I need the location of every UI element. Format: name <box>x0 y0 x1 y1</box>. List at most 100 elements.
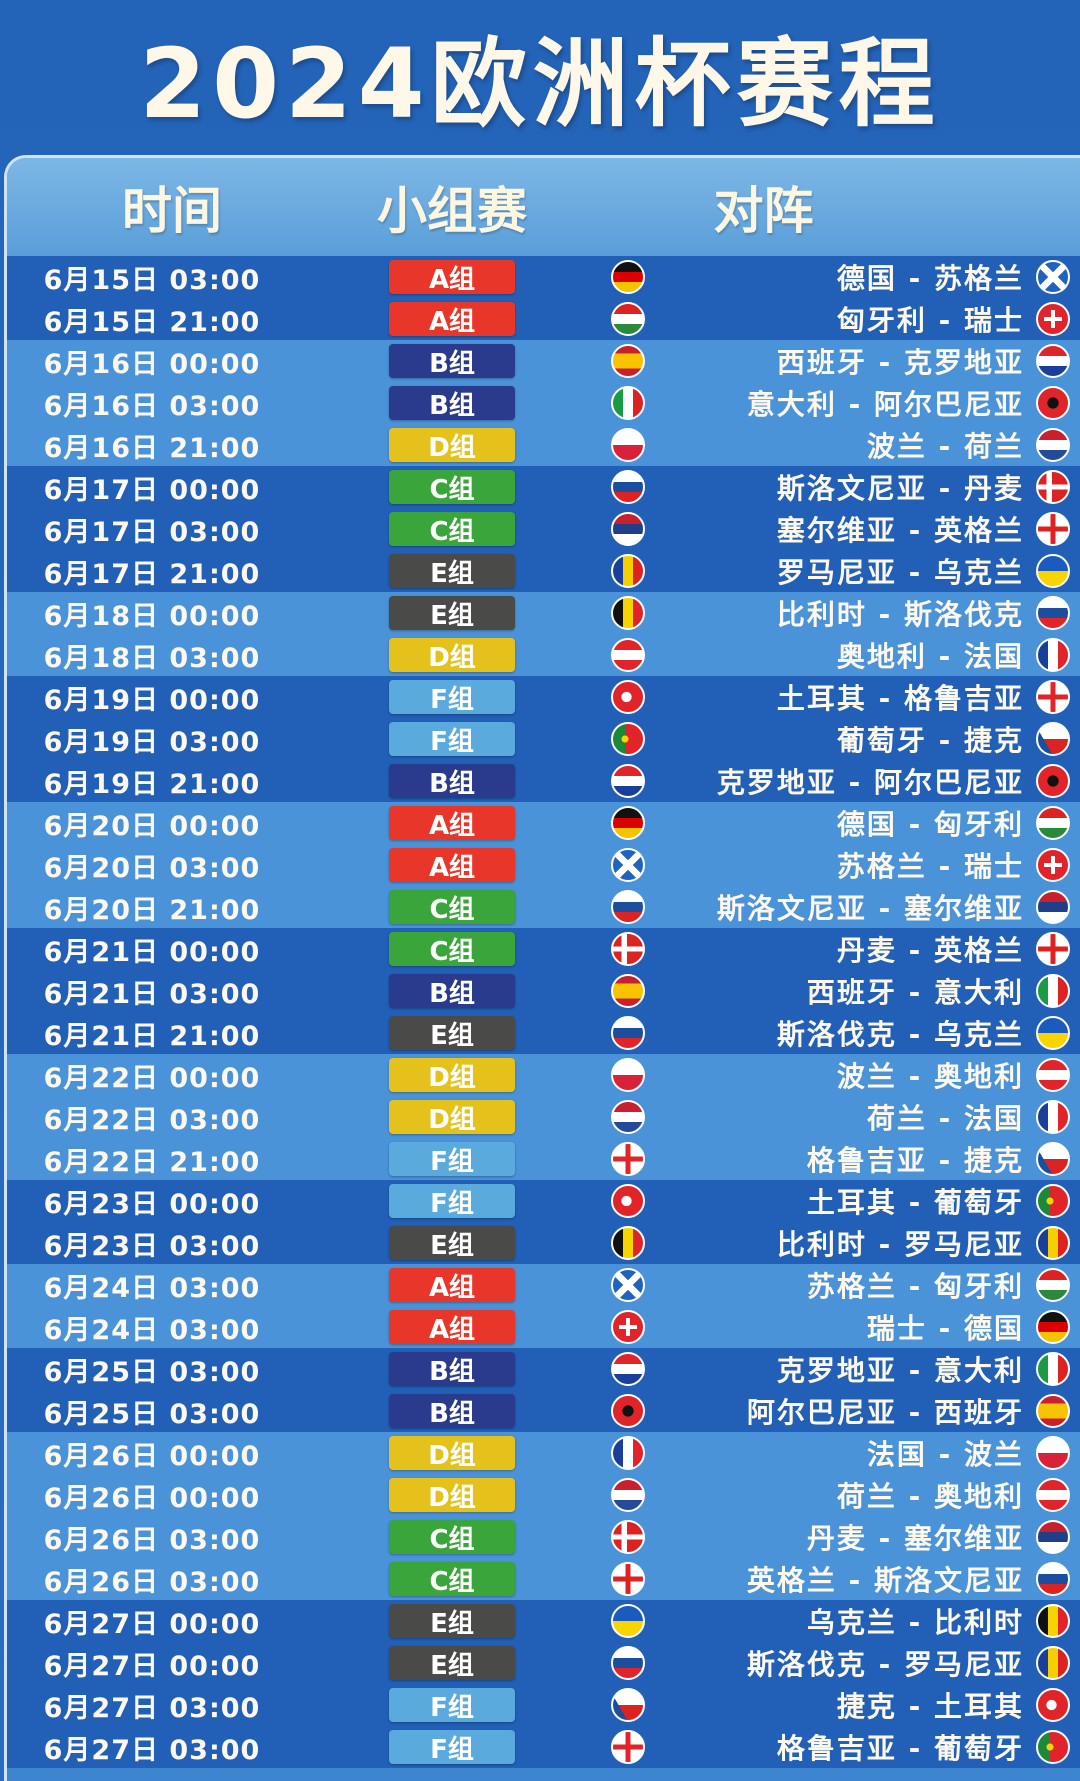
match-row: 6月16日 21:00 D组 波兰 - 荷兰 <box>7 424 1080 466</box>
match-time: 6月16日 21:00 <box>43 432 261 464</box>
match-row: 6月16日 00:00 B组 西班牙 - 克罗地亚 <box>7 340 1080 382</box>
match-teams: 土耳其 - 格鲁吉亚 <box>776 682 1024 715</box>
match-time: 6月20日 03:00 <box>43 852 261 884</box>
away-team: 瑞士 <box>963 304 1024 337</box>
match-time: 6月20日 00:00 <box>43 810 261 842</box>
group-badge: B组 <box>389 1352 515 1387</box>
romania-flag-icon <box>611 554 645 588</box>
group-badge: F组 <box>389 680 515 715</box>
albania-flag-icon <box>611 1394 645 1428</box>
header-time: 时间 <box>122 182 222 240</box>
hungary-flag-icon <box>611 302 645 336</box>
turkey-flag-icon <box>611 680 645 714</box>
group-badge: A组 <box>389 848 515 883</box>
match-teams: 土耳其 - 葡萄牙 <box>806 1186 1024 1219</box>
match-row: 6月26日 00:00 D组 法国 - 波兰 <box>7 1432 1080 1474</box>
group-badge: D组 <box>389 1100 515 1135</box>
away-team: 塞尔维亚 <box>903 892 1024 925</box>
group-badge: A组 <box>389 806 515 841</box>
match-row: 6月22日 00:00 D组 波兰 - 奥地利 <box>7 1054 1080 1096</box>
match-row: 6月20日 00:00 A组 德国 - 匈牙利 <box>7 802 1080 844</box>
slovenia-flag-icon <box>611 470 645 504</box>
group-badge: B组 <box>389 386 515 421</box>
home-team: 荷兰 <box>866 1102 927 1135</box>
match-row: 6月16日 03:00 B组 意大利 - 阿尔巴尼亚 <box>7 382 1080 424</box>
spain-flag-icon <box>611 344 645 378</box>
match-time: 6月27日 03:00 <box>43 1692 261 1724</box>
match-time: 6月23日 00:00 <box>43 1188 261 1220</box>
group-badge: E组 <box>389 1016 515 1051</box>
group-badge: E组 <box>389 596 515 631</box>
italy-flag-icon <box>1036 974 1070 1008</box>
group-badge: A组 <box>389 1310 515 1345</box>
home-team: 罗马尼亚 <box>776 556 897 589</box>
match-time: 6月15日 03:00 <box>43 264 261 296</box>
home-team: 荷兰 <box>836 1480 897 1513</box>
france-flag-icon <box>1036 638 1070 672</box>
spain-flag-icon <box>611 974 645 1008</box>
away-team: 比利时 <box>933 1606 1024 1639</box>
away-team: 捷克 <box>963 1144 1024 1177</box>
home-team: 斯洛伐克 <box>776 1018 897 1051</box>
scotland-flag-icon <box>611 1268 645 1302</box>
match-row: 6月27日 00:00 E组 斯洛伐克 - 罗马尼亚 <box>7 1642 1080 1684</box>
table-header: 时间 小组赛 对阵 <box>7 158 1080 256</box>
portugal-flag-icon <box>1036 1730 1070 1764</box>
match-time: 6月15日 21:00 <box>43 306 261 338</box>
match-row: 6月21日 21:00 E组 斯洛伐克 - 乌克兰 <box>7 1012 1080 1054</box>
germany-flag-icon <box>611 806 645 840</box>
match-teams: 丹麦 - 塞尔维亚 <box>806 1522 1024 1555</box>
match-row: 6月15日 21:00 A组 匈牙利 - 瑞士 <box>7 298 1080 340</box>
romania-flag-icon <box>1036 1646 1070 1680</box>
match-row: 6月20日 03:00 A组 苏格兰 - 瑞士 <box>7 844 1080 886</box>
match-teams: 斯洛文尼亚 - 丹麦 <box>776 472 1024 505</box>
match-time: 6月18日 00:00 <box>43 600 261 632</box>
home-team: 苏格兰 <box>806 1270 897 1303</box>
away-team: 罗马尼亚 <box>903 1228 1024 1261</box>
group-badge: E组 <box>389 1226 515 1261</box>
georgia-flag-icon <box>1036 680 1070 714</box>
match-teams: 捷克 - 土耳其 <box>836 1690 1024 1723</box>
match-time: 6月27日 00:00 <box>43 1608 261 1640</box>
slovakia-flag-icon <box>611 1646 645 1680</box>
match-row: 6月18日 00:00 E组 比利时 - 斯洛伐克 <box>7 592 1080 634</box>
italy-flag-icon <box>611 386 645 420</box>
belgium-flag-icon <box>1036 1604 1070 1638</box>
home-team: 苏格兰 <box>836 850 927 883</box>
croatia-flag-icon <box>611 1352 645 1386</box>
match-row: 6月15日 03:00 A组 德国 - 苏格兰 <box>7 256 1080 298</box>
group-badge: C组 <box>389 1562 515 1597</box>
home-team: 德国 <box>836 262 897 295</box>
belgium-flag-icon <box>611 1226 645 1260</box>
match-teams: 丹麦 - 英格兰 <box>836 934 1024 967</box>
netherlands-flag-icon <box>1036 428 1070 462</box>
away-team: 塞尔维亚 <box>903 1522 1024 1555</box>
georgia-flag-icon <box>611 1730 645 1764</box>
match-row: 6月23日 03:00 E组 比利时 - 罗马尼亚 <box>7 1222 1080 1264</box>
netherlands-flag-icon <box>611 1100 645 1134</box>
austria-flag-icon <box>1036 1478 1070 1512</box>
home-team: 塞尔维亚 <box>776 514 897 547</box>
group-badge: A组 <box>389 302 515 337</box>
away-team: 荷兰 <box>963 430 1024 463</box>
match-row: 6月18日 03:00 D组 奥地利 - 法国 <box>7 634 1080 676</box>
match-row: 6月22日 03:00 D组 荷兰 - 法国 <box>7 1096 1080 1138</box>
home-team: 比利时 <box>776 1228 867 1261</box>
home-team: 土耳其 <box>806 1186 897 1219</box>
home-team: 格鲁吉亚 <box>806 1144 927 1177</box>
match-row: 6月20日 21:00 C组 斯洛文尼亚 - 塞尔维亚 <box>7 886 1080 928</box>
match-teams: 葡萄牙 - 捷克 <box>836 724 1024 757</box>
group-badge: D组 <box>389 1478 515 1513</box>
away-team: 匈牙利 <box>933 1270 1024 1303</box>
group-badge: F组 <box>389 722 515 757</box>
group-badge: B组 <box>389 974 515 1009</box>
group-badge: C组 <box>389 512 515 547</box>
away-team: 波兰 <box>963 1438 1024 1471</box>
schedule-board: 时间 小组赛 对阵 6月15日 03:00 A组 德国 - 苏格兰 6月15日 … <box>4 155 1080 1781</box>
ukraine-flag-icon <box>611 1604 645 1638</box>
home-team: 格鲁吉亚 <box>776 1732 897 1765</box>
match-time: 6月16日 00:00 <box>43 348 261 380</box>
england-flag-icon <box>611 1562 645 1596</box>
match-row: 6月26日 03:00 C组 丹麦 - 塞尔维亚 <box>7 1516 1080 1558</box>
match-time: 6月22日 03:00 <box>43 1104 261 1136</box>
